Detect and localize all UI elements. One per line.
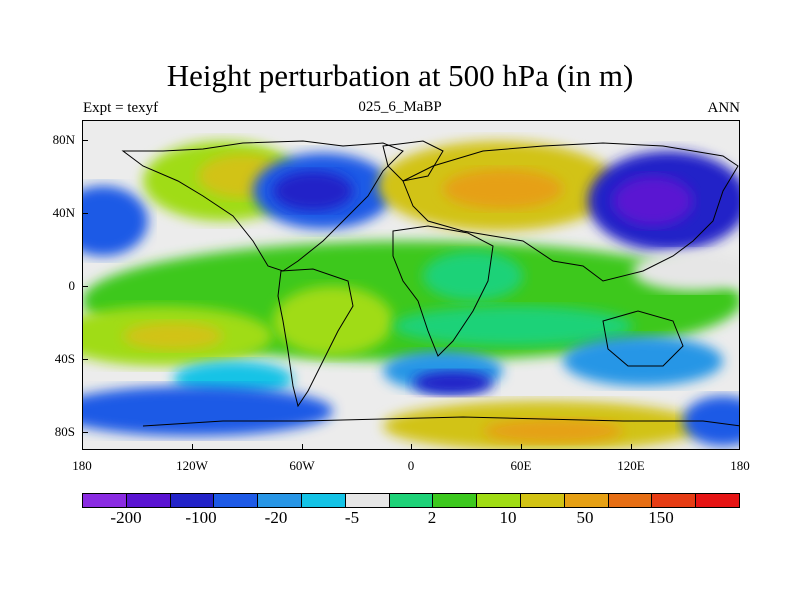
lat-label-40n: 40N [52, 205, 75, 220]
colorbar-label-2: 2 [427, 508, 437, 527]
colorbar-label-10: 10 [499, 508, 517, 527]
field-region-antarctic-ridge-core [483, 419, 623, 443]
lon-label-0: 0 [407, 458, 415, 473]
coastlines [121, 140, 739, 427]
colorbar-label-150: 150 [648, 508, 674, 527]
colorbar-swatch-11 [564, 494, 609, 507]
lat-tick-2 [82, 286, 88, 287]
coastline-south-america [277, 268, 354, 408]
lat-tick-0 [82, 140, 88, 141]
coastline-greenland [382, 140, 444, 182]
lat-label-80s: 80S [54, 424, 75, 439]
map-plot-area [82, 120, 740, 450]
season-label: ANN [707, 100, 741, 116]
lon-tick-4 [521, 444, 522, 450]
colorbar-swatch-13 [652, 494, 697, 507]
lat-label-80n: 80N [52, 132, 75, 147]
colorbar-label-neg20: -20 [264, 508, 288, 527]
colorbar-label-neg100: -100 [185, 508, 217, 527]
colorbar-label-50: 50 [576, 508, 594, 527]
colorbar-swatch-5 [301, 494, 346, 507]
plot-title: Height perturbation at 500 hPa (in m) [166, 58, 634, 93]
colorbar-swatch-6 [345, 494, 390, 507]
lat-tick-3 [82, 359, 88, 360]
field-region-africa-neutral [423, 251, 523, 301]
field-region-west-pacific-neutral [633, 251, 739, 291]
field-region-south-america-ridge [273, 286, 393, 356]
height-perturbation-field [83, 141, 739, 449]
lon-tick-1 [192, 444, 193, 450]
lon-label-180w: 180 [72, 458, 92, 473]
lon-label-60w: 60W [289, 458, 315, 473]
colorbar [82, 493, 740, 508]
lat-tick-1 [82, 213, 88, 214]
field-region-south-atlantic-trough-core [413, 371, 493, 395]
lon-tick-2 [302, 444, 303, 450]
lat-label-0: 0 [68, 278, 76, 293]
field-region-south-pacific-ridge-core [123, 322, 223, 350]
colorbar-swatch-2 [170, 494, 215, 507]
coastline-africa [392, 225, 494, 357]
lon-label-180e: 180 [730, 458, 750, 473]
lon-tick-0 [82, 444, 83, 450]
colorbar-swatch-3 [214, 494, 259, 507]
field-region-indian-trough [563, 336, 723, 386]
lon-label-120e: 120E [617, 458, 645, 473]
lon-tick-3 [411, 444, 412, 450]
coastline-australia [602, 310, 684, 367]
lon-tick-5 [631, 444, 632, 450]
experiment-label: Expt = texyf [83, 100, 159, 116]
lon-label-120w: 120W [176, 458, 208, 473]
colorbar-swatch-9 [477, 494, 521, 507]
lon-tick-6 [739, 444, 740, 450]
field-region-antarctic-low-east [683, 396, 739, 446]
field-region-west-pacific-low [83, 186, 148, 256]
lat-tick-4 [82, 432, 88, 433]
subtitle-label: 025_6_MaBP [358, 99, 442, 115]
colorbar-swatch-7 [389, 494, 434, 507]
colorbar-swatch-12 [608, 494, 653, 507]
colorbar-swatch-8 [433, 494, 478, 507]
colorbar-swatch-0 [83, 494, 127, 507]
colorbar-swatch-4 [258, 494, 302, 507]
field-region-antarctic-low-west [83, 386, 333, 436]
colorbar-swatch-1 [126, 494, 171, 507]
coastline-eurasia [402, 142, 739, 282]
colorbar-label-neg200: -200 [110, 508, 142, 527]
coastline-north-america [121, 140, 404, 272]
field-region-east-asia-trough-core [613, 176, 693, 226]
field-region-north-america-trough-core [273, 171, 353, 211]
colorbar-label-neg5: -5 [344, 508, 360, 527]
colorbar-swatch-14 [696, 494, 739, 507]
field-region-eurasia-ridge-core [443, 169, 563, 209]
contour-map [83, 140, 739, 449]
field-region-indian-ocean-band [393, 306, 633, 346]
coastline-antarctica [142, 416, 739, 427]
colorbar-swatch-10 [520, 494, 565, 507]
lat-label-40s: 40S [54, 351, 75, 366]
lon-label-60e: 60E [510, 458, 532, 473]
